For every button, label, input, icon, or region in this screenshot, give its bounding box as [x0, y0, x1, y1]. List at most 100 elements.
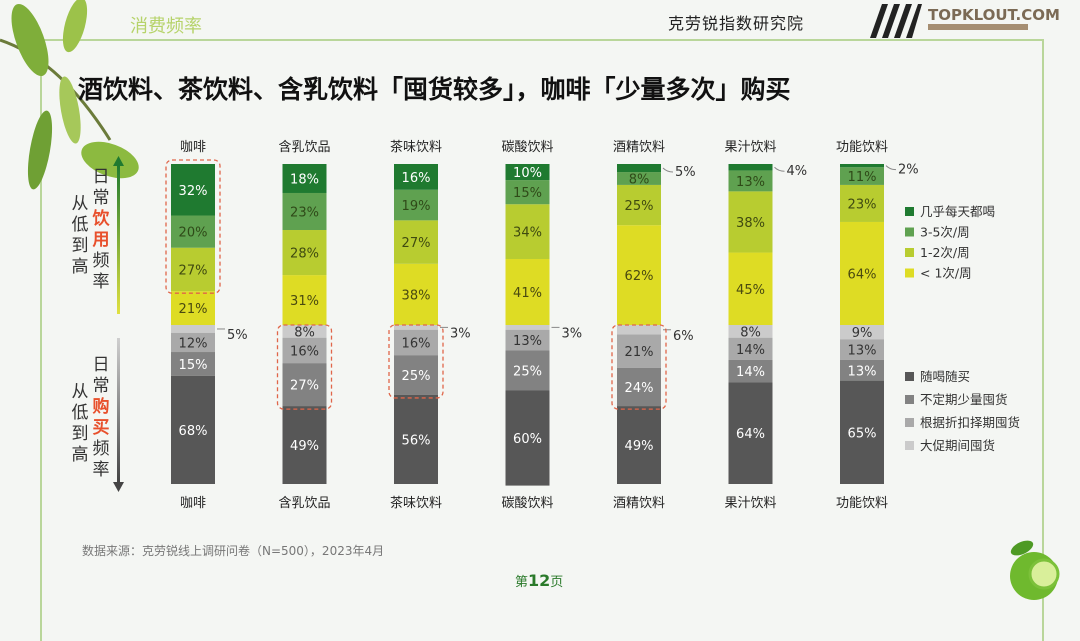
data-label: 14% [736, 365, 765, 380]
bar-segment-drink-frequency [728, 170, 773, 192]
data-label: 8% [629, 172, 650, 187]
upper-axis-arrow-head-icon [113, 156, 124, 166]
lower-axis-label-sub-char: 低 [72, 403, 89, 423]
category-label-top: 果汁饮料 [724, 140, 776, 155]
bar-segment-drink-frequency [728, 252, 773, 325]
data-label: 5% [675, 165, 696, 180]
lower-axis-label-char: 买 [93, 418, 110, 438]
brand-stripes-icon [870, 4, 922, 38]
brand-logo: TOPKLOUT.COM [928, 6, 1060, 24]
upper-axis-label-sub-char: 低 [72, 215, 89, 235]
data-label: 10% [513, 166, 542, 181]
stacked-bar-chart: 咖啡咖啡21%27%20%32%5%12%15%68%含乳饮品含乳饮品31%28… [72, 139, 1021, 511]
bar-segment-purchase-frequency [505, 390, 550, 486]
bar-segment-purchase-frequency [728, 325, 773, 338]
bar-segment-drink-frequency [840, 184, 884, 222]
bar-segment-purchase-frequency [617, 334, 661, 368]
slide-title: 酒饮料、茶饮料、含乳饮料「囤货较多」，咖啡「少量多次」购买 [78, 75, 791, 104]
bar-segment-drink-frequency [617, 225, 661, 325]
upper-axis-label-sub-char: 到 [72, 236, 89, 256]
data-label: 68% [179, 424, 208, 439]
data-label: 27% [402, 236, 431, 251]
upper-axis-label-sub-char: 高 [72, 257, 89, 277]
category-label-top: 茶味饮料 [390, 139, 442, 155]
lower-axis-arrow-head-icon [113, 482, 124, 492]
bar-segment-drink-frequency [505, 180, 550, 205]
bar-segment-drink-frequency [840, 167, 884, 185]
bar-segment-purchase-frequency [505, 350, 550, 391]
category-label-bottom: 含乳饮品 [278, 495, 330, 511]
bar-segment-purchase-frequency [394, 394, 438, 484]
data-label: 6% [673, 329, 694, 344]
bar-segment-purchase-frequency [840, 359, 884, 381]
brand-logo-bar [928, 24, 1028, 30]
legend-swatch [905, 227, 914, 237]
data-label: 62% [625, 269, 654, 284]
data-label: 25% [625, 199, 654, 214]
data-label: 23% [848, 197, 877, 212]
data-label: 13% [736, 175, 765, 190]
upper-axis-label-char: 常 [93, 188, 110, 208]
data-label: 8% [294, 325, 315, 340]
bar-segment-drink-frequency [282, 275, 327, 325]
legend-swatch [905, 395, 914, 404]
bar-segment-drink-frequency [282, 230, 327, 276]
data-label: 11% [848, 170, 877, 185]
leaf-decoration-icon [0, 0, 139, 190]
bar-segment-drink-frequency [840, 221, 884, 325]
category-label-top: 碳酸饮料 [501, 140, 553, 155]
bar-segment-purchase-frequency [394, 329, 438, 356]
data-label: 5% [227, 328, 248, 343]
data-label: 16% [402, 171, 431, 186]
data-label: 16% [402, 336, 431, 351]
legend-label: 3-5次/周 [920, 225, 970, 240]
bar-segment-drink-frequency [505, 204, 550, 259]
highlight-box [276, 324, 333, 410]
bar-segment-purchase-frequency [617, 406, 661, 484]
data-label: 25% [513, 364, 542, 379]
bar-segment-purchase-frequency [282, 406, 327, 484]
bar-segment-purchase-frequency [394, 355, 438, 395]
content-frame [40, 39, 1044, 641]
data-label: 9% [852, 326, 873, 341]
highlight-box [388, 324, 444, 399]
data-label: 49% [290, 439, 319, 454]
bar-segment-drink-frequency [394, 220, 438, 264]
data-label: 21% [179, 302, 208, 317]
data-label: 18% [290, 172, 319, 187]
data-label: 64% [848, 267, 877, 282]
org-name: 克劳锐指数研究院 [668, 14, 805, 33]
data-label: 23% [290, 205, 319, 220]
data-label: 49% [625, 439, 654, 454]
data-label: 19% [402, 199, 431, 214]
data-label: 41% [513, 286, 542, 301]
data-label: 65% [848, 426, 877, 441]
lower-axis-label-char: 日 [93, 355, 110, 375]
category-label-top: 功能饮料 [836, 140, 888, 155]
bar-segment-purchase-frequency [505, 325, 550, 330]
lower-axis-label-char: 常 [93, 376, 110, 396]
page-number-value: 12 [528, 571, 551, 590]
bar-segment-purchase-frequency [728, 359, 773, 383]
data-label: 24% [625, 381, 654, 396]
lower-axis-label-char: 频 [93, 439, 110, 459]
highlight-box [611, 324, 667, 410]
bar-segment-drink-frequency [505, 164, 550, 181]
bar-segment-purchase-frequency [282, 325, 327, 338]
lower-axis-label-char: 购 [93, 396, 110, 417]
data-label: 2% [898, 163, 919, 178]
lower-axis-label-sub-char: 到 [72, 424, 89, 444]
bar-segment-purchase-frequency [171, 352, 215, 376]
data-label: 3% [562, 326, 583, 341]
lower-axis-arrow-shaft [117, 338, 120, 482]
category-label-bottom: 功能饮料 [836, 496, 888, 511]
legend-label: 1-2次/周 [920, 245, 970, 260]
category-label-top: 酒精饮料 [613, 140, 665, 155]
data-label: 4% [787, 164, 808, 179]
data-label: 27% [290, 379, 319, 394]
data-label: 28% [290, 247, 319, 262]
bar-segment-drink-frequency [171, 164, 215, 216]
upper-axis-label-char: 用 [93, 230, 110, 250]
bar-segment-drink-frequency [728, 164, 773, 171]
bar-segment-purchase-frequency [840, 339, 884, 360]
